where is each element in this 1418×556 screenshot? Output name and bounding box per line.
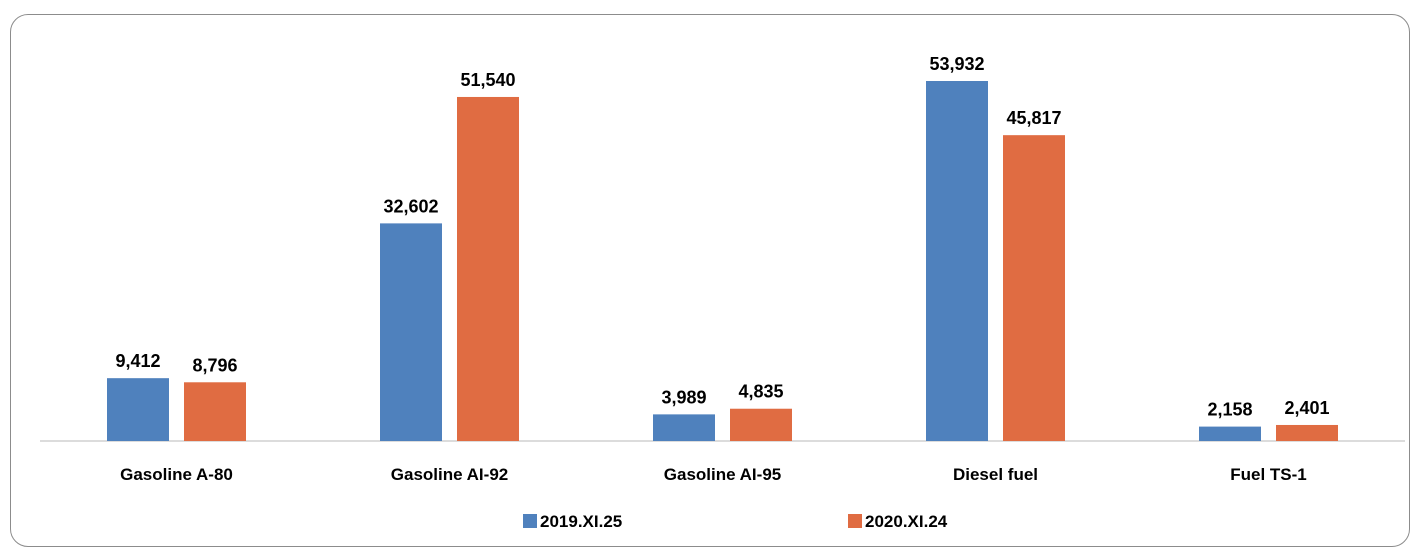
data-label-diesel-fuel-series-1: 53,932 [929, 54, 984, 74]
bar-gasoline-ai-95-series-1 [653, 414, 715, 441]
data-label-fuel-ts-1-series-1: 2,158 [1207, 400, 1252, 420]
legend-label-series-1: 2019.XI.25 [540, 512, 622, 531]
category-label-gasoline-ai-95: Gasoline AI-95 [664, 465, 781, 484]
category-label-gasoline-a-80: Gasoline A-80 [120, 465, 233, 484]
data-label-gasoline-ai-95-series-2: 4,835 [738, 382, 783, 402]
bars-group [107, 81, 1338, 442]
data-label-gasoline-a-80-series-2: 8,796 [192, 355, 237, 375]
category-label-gasoline-ai-92: Gasoline AI-92 [391, 465, 508, 484]
bar-fuel-ts-1-series-2 [1276, 424, 1338, 441]
bar-gasoline-a-80-series-2 [184, 382, 246, 441]
category-label-fuel-ts-1: Fuel TS-1 [1230, 465, 1307, 484]
bar-gasoline-ai-95-series-2 [730, 408, 792, 441]
legend-swatch-series-1 [523, 514, 537, 528]
category-labels-group: Gasoline A-80 Gasoline AI-92 Gasoline AI-9… [120, 465, 1307, 484]
bar-diesel-fuel-series-2 [1003, 135, 1065, 441]
data-label-diesel-fuel-series-2: 45,817 [1006, 108, 1061, 128]
data-label-gasoline-ai-95-series-1: 3,989 [661, 387, 706, 407]
data-label-gasoline-a-80-series-1: 9,412 [115, 351, 160, 371]
data-label-gasoline-ai-92-series-2: 51,540 [460, 70, 515, 90]
data-label-gasoline-ai-92-series-1: 32,602 [383, 196, 438, 216]
category-label-diesel-fuel: Diesel fuel [953, 465, 1038, 484]
legend-label-series-2: 2020.XI.24 [865, 512, 948, 531]
bar-fuel-ts-1-series-1 [1199, 426, 1261, 441]
bar-gasoline-ai-92-series-2 [457, 96, 519, 442]
data-label-fuel-ts-1-series-2: 2,401 [1284, 398, 1329, 418]
bar-diesel-fuel-series-1 [926, 81, 988, 441]
bar-gasoline-ai-92-series-1 [380, 223, 442, 441]
bar-gasoline-a-80-series-1 [107, 378, 169, 441]
legend-swatch-series-2 [848, 514, 862, 528]
data-labels-group: 9,412 8,796 32,602 51,540 3,989 4,835 53,932 45… [115, 54, 1329, 420]
legend: 2019.XI.25 2020.XI.24 [523, 512, 948, 531]
chart-frame [10, 14, 1410, 547]
